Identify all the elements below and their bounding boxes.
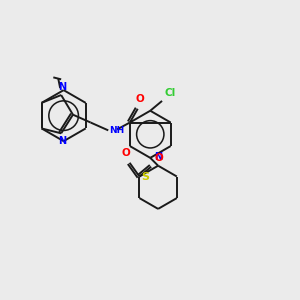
Text: O: O <box>135 94 144 104</box>
Text: Cl: Cl <box>164 88 175 98</box>
Text: N: N <box>58 136 66 146</box>
Text: NH: NH <box>109 126 124 135</box>
Text: S: S <box>141 172 149 182</box>
Text: O: O <box>154 153 163 163</box>
Text: N: N <box>58 82 66 92</box>
Text: O: O <box>121 148 130 158</box>
Text: N: N <box>154 152 162 162</box>
